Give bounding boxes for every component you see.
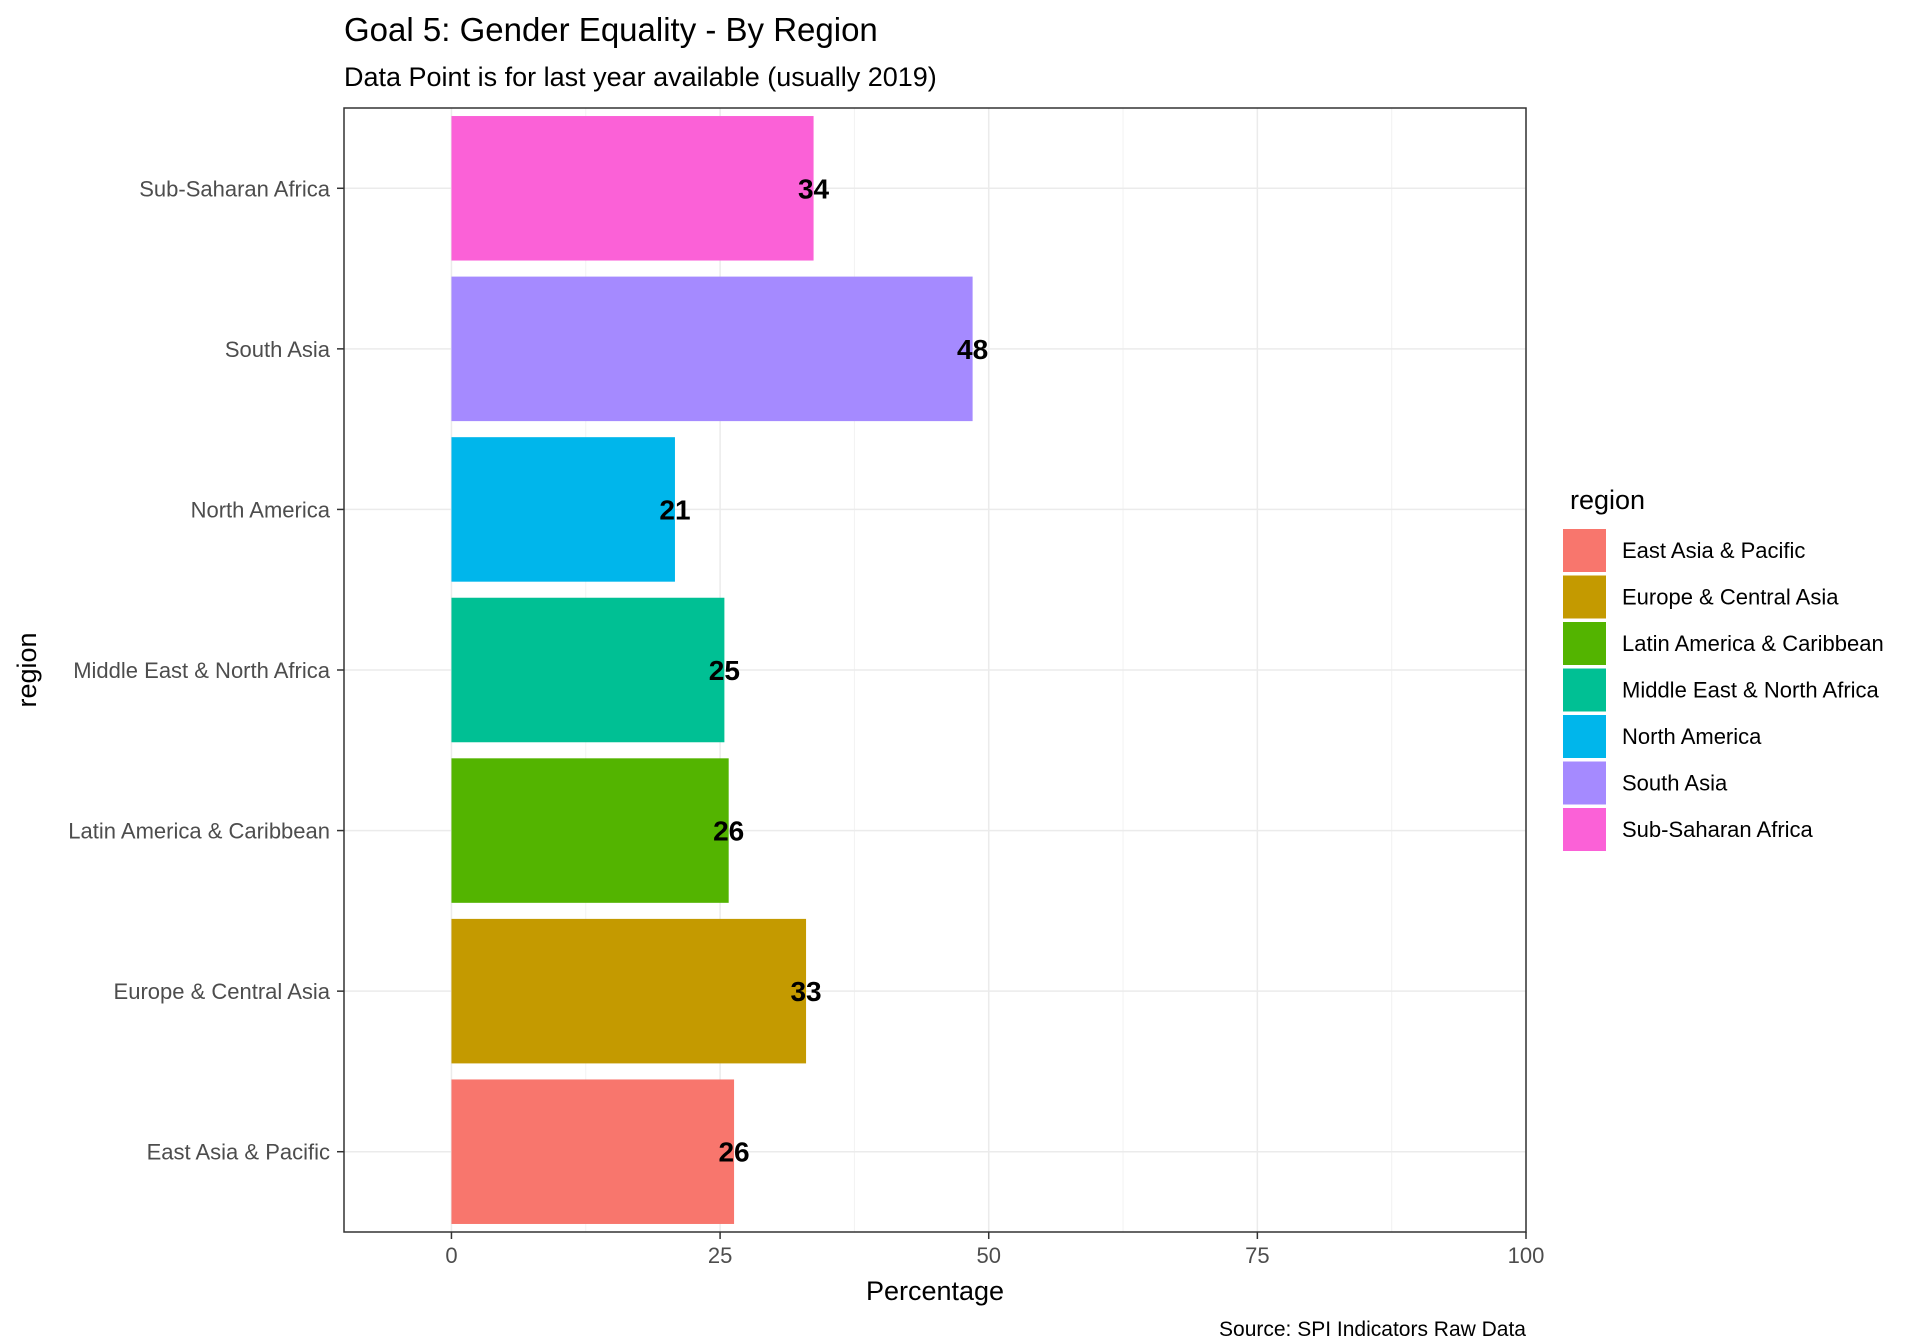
y-tick-label: Latin America & Caribbean xyxy=(68,819,330,844)
legend-swatch xyxy=(1563,529,1606,572)
data-label: 26 xyxy=(713,816,744,847)
data-labels: 26 33 26 25 21 48 34 xyxy=(659,173,988,1167)
legend-swatch xyxy=(1563,808,1606,851)
legend-swatch xyxy=(1563,761,1606,805)
bar xyxy=(451,918,807,1064)
chart-caption: Source: SPI Indicators Raw Data xyxy=(1219,1318,1526,1341)
legend-swatch xyxy=(1563,668,1606,712)
legend: region East Asia & Pacific Europe & Centr… xyxy=(1563,485,1884,851)
data-label: 21 xyxy=(659,494,690,525)
legend-label: Sub-Saharan Africa xyxy=(1622,817,1814,842)
legend-swatch xyxy=(1563,715,1606,758)
legend-label: Middle East & North Africa xyxy=(1622,678,1880,703)
x-tick-label: 50 xyxy=(976,1243,1000,1268)
bar xyxy=(451,116,814,261)
y-tick-label: Sub-Saharan Africa xyxy=(139,176,331,201)
x-axis: 0 25 50 75 100 xyxy=(445,1232,1544,1268)
bar xyxy=(451,276,973,422)
y-axis-title: region xyxy=(12,632,42,707)
plot-panel: 26 33 26 25 21 48 34 xyxy=(343,107,1527,1233)
legend-title: region xyxy=(1570,485,1645,515)
legend-swatch xyxy=(1563,622,1606,665)
bar xyxy=(451,437,675,582)
legend-label: East Asia & Pacific xyxy=(1622,538,1805,563)
data-label: 48 xyxy=(957,334,988,365)
legend-items: East Asia & Pacific Europe & Central Asia… xyxy=(1563,529,1884,851)
x-tick-label: 25 xyxy=(708,1243,732,1268)
data-label: 25 xyxy=(709,655,740,686)
bar xyxy=(451,758,729,903)
x-axis-title: Percentage xyxy=(866,1276,1004,1306)
data-label: 34 xyxy=(798,173,830,204)
legend-label: Latin America & Caribbean xyxy=(1622,631,1884,656)
x-tick-label: 75 xyxy=(1245,1243,1269,1268)
bars xyxy=(451,116,973,1224)
legend-label: North America xyxy=(1622,724,1762,749)
data-label: 26 xyxy=(718,1137,749,1168)
y-tick-label: Middle East & North Africa xyxy=(73,658,331,683)
x-tick-label: 100 xyxy=(1508,1243,1545,1268)
x-tick-label: 0 xyxy=(445,1243,457,1268)
y-axis: East Asia & Pacific Europe & Central Asia… xyxy=(68,176,344,1165)
legend-label: South Asia xyxy=(1622,771,1728,796)
y-tick-label: North America xyxy=(191,497,331,522)
chart-title: Goal 5: Gender Equality - By Region xyxy=(344,11,878,48)
data-label: 33 xyxy=(790,976,821,1007)
y-tick-label: East Asia & Pacific xyxy=(147,1140,330,1165)
y-tick-label: South Asia xyxy=(225,337,331,362)
chart-subtitle: Data Point is for last year available (u… xyxy=(344,62,937,92)
bar xyxy=(451,597,725,743)
y-tick-label: Europe & Central Asia xyxy=(114,979,331,1004)
legend-swatch xyxy=(1563,575,1606,619)
bar xyxy=(451,1079,735,1224)
legend-label: Europe & Central Asia xyxy=(1622,585,1839,610)
